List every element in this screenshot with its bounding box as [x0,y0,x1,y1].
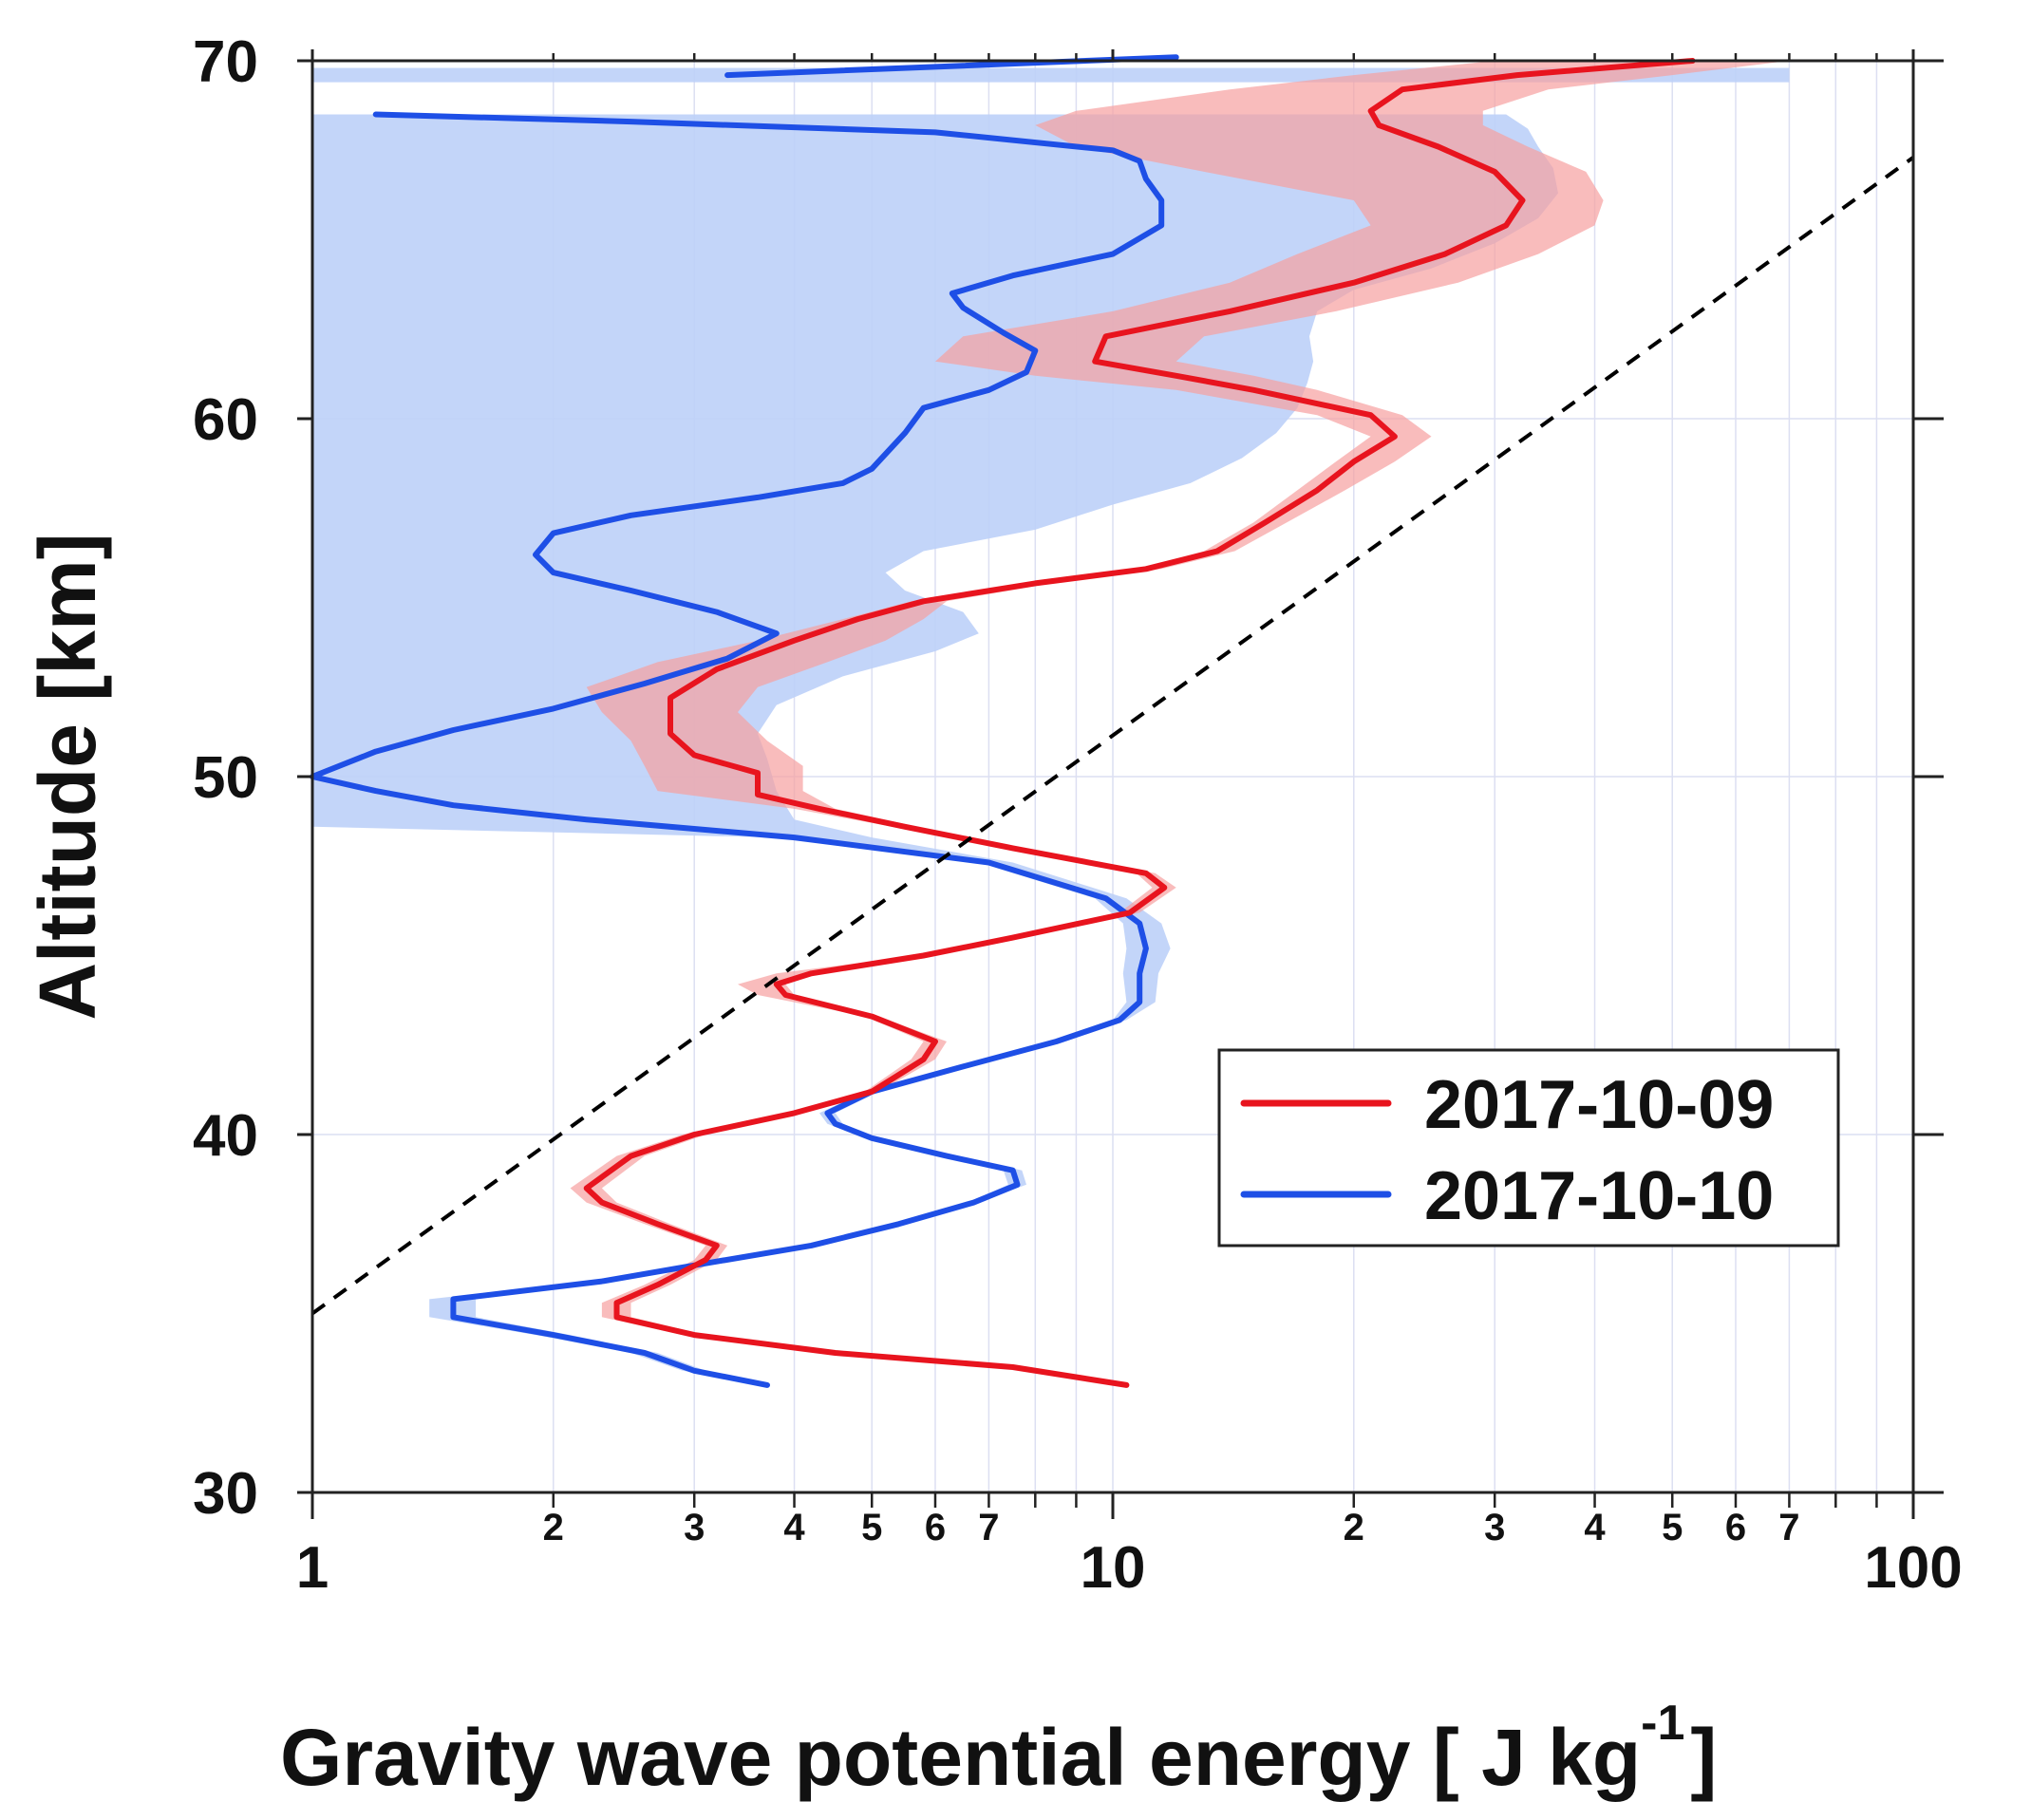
x-minor-tick-label: 3 [684,1507,705,1548]
series-line-2017-10-10 [310,111,1165,1388]
band-2017-10-10 [312,114,1558,1385]
y-tick-label: 60 [193,387,258,453]
x-minor-tick-label: 7 [978,1507,999,1548]
legend-label-2017-10-09: 2017-10-09 [1424,1067,1774,1143]
legend: 2017-10-09 2017-10-10 [1217,1048,1840,1248]
y-tick-label: 30 [193,1461,258,1527]
x-minor-tick-label: 3 [1484,1507,1505,1548]
y-axis-title: Altitude [km] [23,533,112,1020]
x-minor-tick-label: 6 [925,1507,946,1548]
x-axis-title-suffix: ] [1690,1713,1717,1802]
band-2017-10-09 [570,61,1790,1385]
x-minor-tick-label: 4 [783,1507,805,1548]
y-tick-label: 70 [193,29,258,95]
uncertainty-bands [312,61,1790,1385]
legend-label-2017-10-10: 2017-10-10 [1424,1158,1774,1234]
reference-line-group [310,156,1915,1316]
legend-box [1217,1048,1840,1248]
x-axis-title-main: Gravity wave potential energy [ J kg [280,1713,1641,1802]
x-major-tick-label: 10 [1081,1535,1146,1601]
x-minor-tick-label: 5 [1662,1507,1683,1548]
x-minor-tick-label: 7 [1778,1507,1799,1548]
x-minor-tick-label: 6 [1725,1507,1746,1548]
reference-line [310,156,1915,1316]
x-minor-tick-label: 2 [1344,1507,1364,1548]
x-minor-tick-label: 5 [861,1507,882,1548]
x-axis-title-superscript: -1 [1641,1696,1684,1751]
x-axis-title: Gravity wave potential energy [ J kg-1] [280,1696,1717,1802]
y-tick-label: 50 [193,745,258,811]
series-line-2017-10-09 [583,58,1696,1388]
y-tick-label: 40 [193,1103,258,1169]
x-major-tick-label: 100 [1864,1535,1962,1601]
x-major-tick-label: 1 [296,1535,329,1601]
x-minor-tick-label: 2 [543,1507,564,1548]
x-minor-tick-label: 4 [1584,1507,1606,1548]
